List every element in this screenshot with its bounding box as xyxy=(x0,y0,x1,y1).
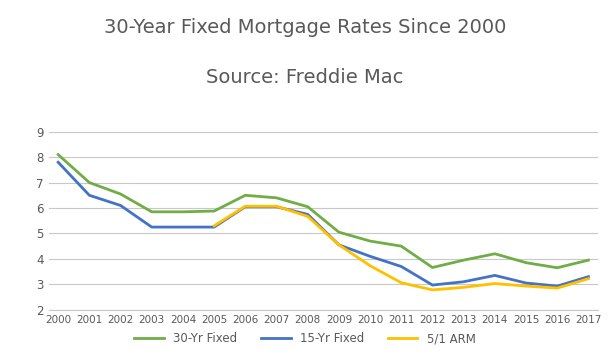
30-Yr Fixed xyxy=(336,230,343,234)
5/1 ARM xyxy=(522,284,529,288)
Legend: 30-Yr Fixed, 15-Yr Fixed, 5/1 ARM: 30-Yr Fixed, 15-Yr Fixed, 5/1 ARM xyxy=(129,328,481,350)
15-Yr Fixed xyxy=(367,254,374,258)
15-Yr Fixed xyxy=(460,279,467,284)
30-Yr Fixed xyxy=(273,196,280,200)
30-Yr Fixed xyxy=(522,261,529,265)
15-Yr Fixed xyxy=(85,193,93,198)
5/1 ARM xyxy=(242,204,249,208)
Text: 30-Year Fixed Mortgage Rates Since 2000: 30-Year Fixed Mortgage Rates Since 2000 xyxy=(104,18,506,37)
Line: 30-Yr Fixed: 30-Yr Fixed xyxy=(58,155,589,268)
30-Yr Fixed xyxy=(491,252,498,256)
15-Yr Fixed xyxy=(336,243,343,247)
30-Yr Fixed xyxy=(242,193,249,198)
Line: 5/1 ARM: 5/1 ARM xyxy=(214,206,589,290)
30-Yr Fixed xyxy=(85,180,93,185)
5/1 ARM xyxy=(304,214,311,219)
15-Yr Fixed xyxy=(398,265,405,269)
15-Yr Fixed xyxy=(554,284,561,288)
5/1 ARM xyxy=(273,204,280,208)
15-Yr Fixed xyxy=(273,205,280,209)
Line: 15-Yr Fixed: 15-Yr Fixed xyxy=(58,162,589,286)
30-Yr Fixed xyxy=(367,239,374,243)
15-Yr Fixed xyxy=(148,225,156,229)
30-Yr Fixed xyxy=(210,209,218,213)
15-Yr Fixed xyxy=(54,160,62,164)
Text: Source: Freddie Mac: Source: Freddie Mac xyxy=(206,68,404,87)
15-Yr Fixed xyxy=(585,274,592,279)
30-Yr Fixed xyxy=(398,244,405,248)
15-Yr Fixed xyxy=(429,283,436,287)
15-Yr Fixed xyxy=(117,203,124,208)
5/1 ARM xyxy=(585,277,592,281)
30-Yr Fixed xyxy=(460,258,467,262)
5/1 ARM xyxy=(460,285,467,289)
30-Yr Fixed xyxy=(179,210,187,214)
5/1 ARM xyxy=(554,286,561,290)
5/1 ARM xyxy=(429,288,436,292)
30-Yr Fixed xyxy=(304,205,311,209)
15-Yr Fixed xyxy=(491,273,498,278)
30-Yr Fixed xyxy=(148,210,156,214)
5/1 ARM xyxy=(398,281,405,285)
5/1 ARM xyxy=(336,243,343,247)
15-Yr Fixed xyxy=(210,225,218,229)
15-Yr Fixed xyxy=(242,205,249,209)
30-Yr Fixed xyxy=(429,265,436,269)
15-Yr Fixed xyxy=(179,225,187,229)
15-Yr Fixed xyxy=(304,212,311,216)
5/1 ARM xyxy=(367,263,374,268)
30-Yr Fixed xyxy=(554,266,561,270)
30-Yr Fixed xyxy=(117,192,124,196)
15-Yr Fixed xyxy=(522,281,529,285)
30-Yr Fixed xyxy=(54,152,62,157)
5/1 ARM xyxy=(491,281,498,286)
5/1 ARM xyxy=(210,224,218,228)
30-Yr Fixed xyxy=(585,258,592,262)
